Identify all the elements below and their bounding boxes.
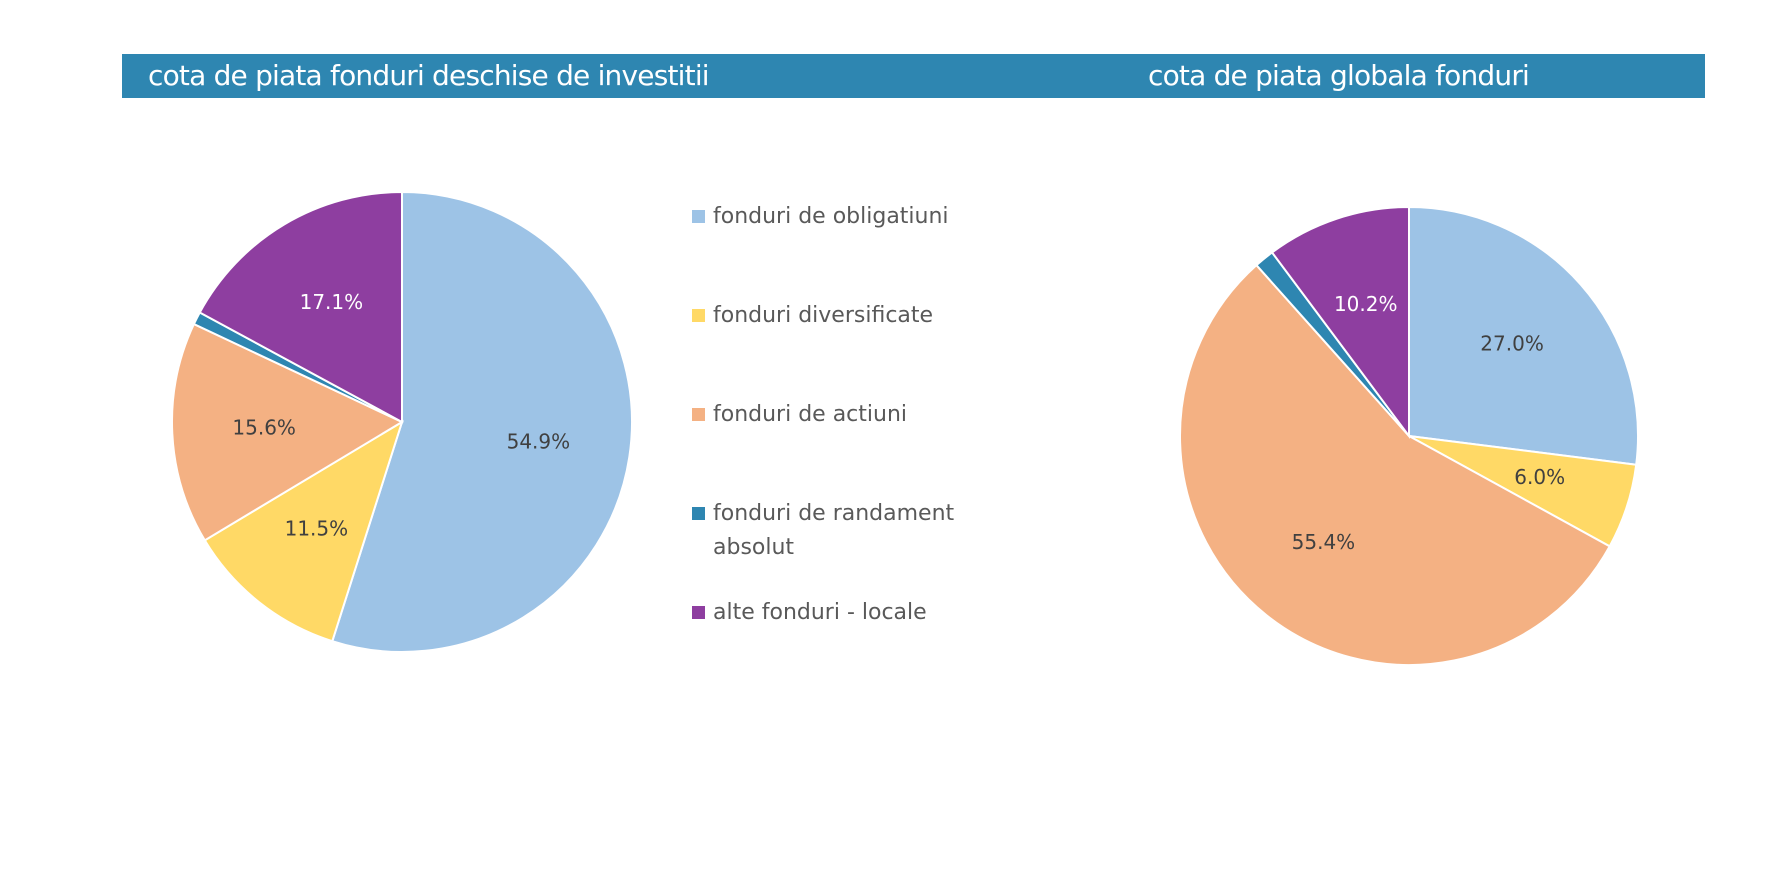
left-slice-diversified	[203, 419, 404, 643]
left-data-label-diversified: 11.5%	[285, 517, 349, 541]
right-data-label-other-local: 10.2%	[1334, 292, 1398, 316]
pie-chart-left: 54.9% 11.5% 15.6% 17.1%	[171, 190, 633, 653]
right-data-label-bonds: 27.0%	[1480, 332, 1544, 356]
right-slice-other-local	[1270, 205, 1410, 440]
left-slice-equity	[171, 322, 405, 542]
pie-chart-right: 27.0% 6.0% 55.4% 10.2%	[1179, 205, 1639, 666]
legend-label-equity: fonduri de actiuni	[713, 402, 908, 427]
right-slice-equity	[1179, 263, 1612, 666]
header-band	[122, 54, 1705, 98]
legend-label-absolute-return: fonduri de randament absolut	[713, 501, 955, 560]
left-data-label-bonds: 54.9%	[507, 430, 571, 454]
legend-swatch-absolute-return	[692, 507, 705, 520]
right-data-label-diversified: 6.0%	[1514, 465, 1565, 489]
right-slice-bonds	[1408, 205, 1639, 466]
legend-item-absolute-return: fonduri de randament absolut	[692, 497, 958, 565]
left-data-label-equity: 15.6%	[232, 415, 296, 439]
legend-item-bonds: fonduri de obligatiuni	[692, 200, 958, 234]
legend-item-equity: fonduri de actiuni	[692, 398, 958, 432]
chart-legend: fonduri de obligatiuni fonduri diversifi…	[692, 200, 992, 640]
left-data-label-other-local: 17.1%	[300, 290, 364, 314]
left-slice-other-local	[198, 190, 403, 424]
legend-label-bonds: fonduri de obligatiuni	[713, 204, 949, 229]
legend-swatch-equity	[692, 408, 705, 421]
left-slice-bonds	[331, 190, 633, 653]
chart-title-right: cota de piata globala fonduri	[1148, 59, 1530, 92]
legend-label-other-local: alte fonduri - locale	[713, 600, 927, 625]
legend-item-other-local: alte fonduri - locale	[692, 596, 958, 630]
right-data-label-equity: 55.4%	[1292, 530, 1356, 554]
legend-swatch-diversified	[692, 309, 705, 322]
legend-swatch-other-local	[692, 606, 705, 619]
chart-title-left: cota de piata fonduri deschise de invest…	[148, 59, 710, 92]
legend-swatch-bonds	[692, 210, 705, 223]
legend-item-diversified: fonduri diversificate	[692, 299, 958, 333]
legend-label-diversified: fonduri diversificate	[713, 303, 934, 328]
